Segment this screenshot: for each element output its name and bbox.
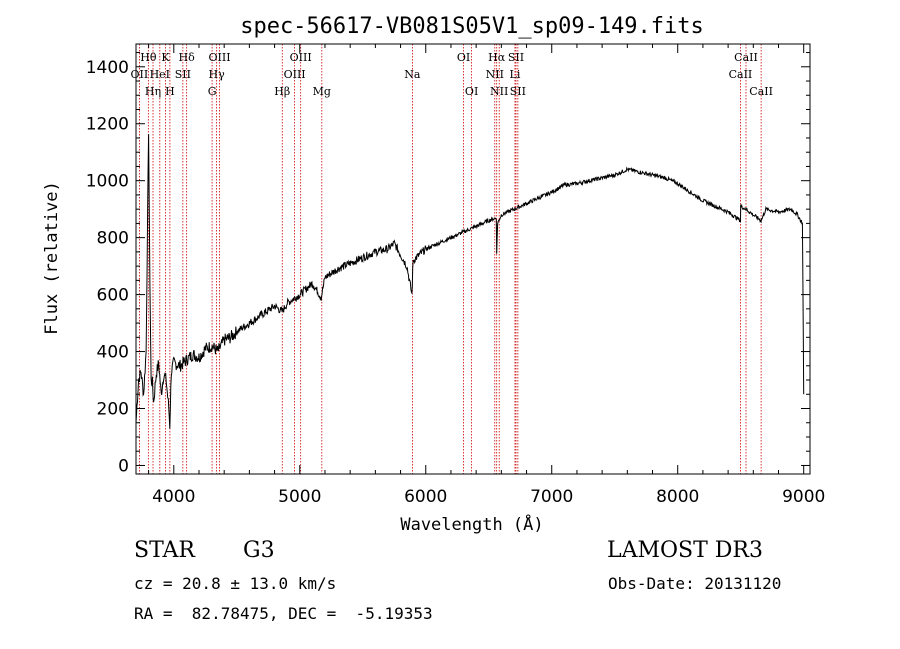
line-marker-label: OI — [457, 51, 470, 64]
line-marker-label: CaII — [729, 68, 753, 81]
spectrum-line — [135, 134, 805, 429]
sky-coordinates: RA = 82.78475, DEC = -5.19353 — [134, 604, 433, 623]
line-marker-label: Mg — [313, 85, 331, 98]
line-marker-label: Hη — [145, 85, 161, 98]
line-marker-label: SII — [175, 68, 191, 81]
y-axis-label: Flux (relative) — [42, 181, 62, 335]
x-tick-label: 9000 — [782, 487, 825, 507]
y-tick-label: 1400 — [86, 58, 129, 78]
line-marker-label: CaII — [734, 51, 758, 64]
line-marker-label: CaII — [749, 85, 773, 98]
y-tick-label: 400 — [97, 343, 129, 363]
y-tick-label: 1200 — [86, 115, 129, 135]
line-marker-label: NII — [486, 68, 504, 81]
line-marker-label: OI — [465, 85, 478, 98]
observation-date: Obs-Date: 20131120 — [608, 574, 782, 593]
emission-line-markers — [139, 44, 762, 474]
x-tick-label: 7000 — [530, 487, 573, 507]
survey-name: LAMOST DR3 — [607, 538, 763, 563]
line-marker-label: Hγ — [209, 68, 226, 81]
emission-line-labels: OIIHθHηHeIKHSIIHδGHγOIIIHβOIIIOIIIMgNaOI… — [131, 51, 773, 98]
line-marker-label: Hθ — [140, 51, 157, 64]
x-tick-label: 6000 — [404, 487, 447, 507]
line-marker-label: Li — [510, 68, 521, 81]
y-tick-label: 0 — [118, 456, 129, 476]
x-tick-label: 5000 — [278, 487, 321, 507]
y-axis-ticks: 0 200 400 600 800 1000 1200 1400 — [86, 52, 810, 476]
object-type: STAR — [134, 538, 195, 563]
spectral-subclass: G3 — [243, 538, 275, 563]
x-tick-label: 4000 — [152, 487, 195, 507]
line-marker-label: OII — [131, 68, 149, 81]
line-marker-label: SII — [510, 85, 526, 98]
y-tick-label: 800 — [97, 229, 129, 249]
redshift-velocity: cz = 20.8 ± 13.0 km/s — [134, 574, 337, 593]
line-marker-label: Hα — [488, 51, 506, 64]
line-marker-label: G — [208, 85, 217, 98]
line-marker-label: Hδ — [179, 51, 196, 64]
line-marker-label: H — [165, 85, 175, 98]
line-marker-label: Hβ — [274, 85, 290, 98]
x-tick-label: 8000 — [656, 487, 699, 507]
plot-frame — [135, 43, 811, 475]
line-marker-label: HeI — [150, 68, 170, 81]
x-axis-label: Wavelength (Å) — [400, 513, 543, 535]
x-axis-ticks: 4000 5000 6000 7000 8000 9000 — [148, 44, 825, 507]
y-tick-label: 600 — [97, 286, 129, 306]
line-marker-label: OIII — [208, 51, 230, 64]
chart-title: spec-56617-VB081S05V1_sp09-149.fits — [240, 14, 704, 39]
line-marker-label: OIII — [290, 51, 312, 64]
line-marker-label: NII — [490, 85, 508, 98]
line-marker-label: Na — [404, 68, 421, 81]
line-marker-label: OIII — [284, 68, 306, 81]
line-marker-label: SII — [508, 51, 524, 64]
y-tick-label: 1000 — [86, 172, 129, 192]
y-tick-label: 200 — [97, 400, 129, 420]
line-marker-label: K — [161, 51, 170, 64]
